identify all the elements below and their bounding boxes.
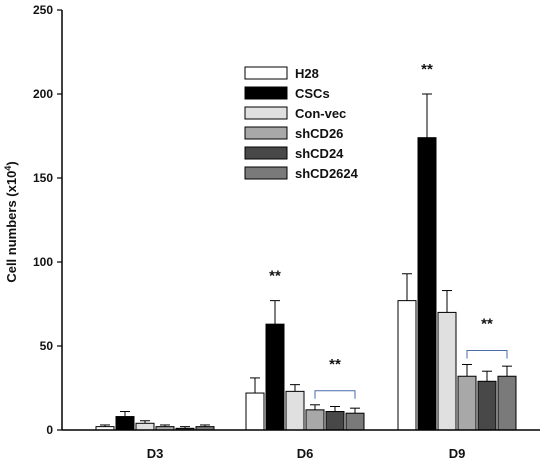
y-axis: 0 50 100 150 200 250 (33, 3, 63, 437)
legend-swatch (244, 66, 288, 80)
bar (397, 300, 417, 431)
legend-label: Con-vec (295, 106, 346, 121)
bar (325, 411, 345, 431)
legend-swatch (244, 146, 288, 160)
annotations: ** ** ** ** (269, 61, 508, 399)
legend-label: shCD26 (295, 126, 343, 141)
legend-swatch (244, 126, 288, 140)
bar (477, 380, 497, 431)
legend: H28 CSCs Con-vec shCD26 shCD24 shCD2624 (244, 66, 359, 181)
legend-swatch (244, 106, 288, 120)
x-axis: D3 D6 D9 (62, 429, 540, 461)
y-tick-label: 250 (33, 3, 53, 17)
bar (135, 422, 155, 431)
y-tick-label: 150 (33, 171, 53, 185)
bar (345, 412, 365, 431)
bar (457, 375, 477, 431)
bars (95, 93, 517, 431)
legend-label: H28 (295, 66, 319, 81)
legend-swatch (244, 86, 288, 100)
bar (265, 323, 285, 431)
bar (285, 390, 305, 431)
significance-marker: ** (421, 61, 433, 78)
y-tick-label: 100 (33, 255, 53, 269)
y-tick-label: 200 (33, 87, 53, 101)
x-tick-label: D9 (449, 446, 466, 461)
legend-label: CSCs (295, 86, 330, 101)
x-tick-label: D6 (297, 446, 314, 461)
significance-bracket (314, 390, 356, 399)
significance-marker: ** (481, 315, 493, 332)
legend-label: shCD24 (295, 146, 344, 161)
bar (417, 137, 437, 431)
significance-marker: ** (329, 356, 341, 373)
significance-marker: ** (269, 268, 281, 285)
bar (245, 392, 265, 431)
x-tick-label: D3 (147, 446, 164, 461)
bar (497, 375, 517, 431)
legend-swatch (244, 166, 288, 180)
legend-label: shCD2624 (295, 166, 359, 181)
y-tick-label: 0 (46, 423, 53, 437)
y-axis-label: Cell numbers (x104) (3, 161, 19, 282)
bar (115, 416, 135, 431)
bar (437, 311, 457, 431)
y-tick-label: 50 (40, 339, 54, 353)
significance-bracket (466, 349, 508, 359)
y-axis-label-superscript: 4 (3, 166, 13, 171)
bar (305, 409, 325, 431)
